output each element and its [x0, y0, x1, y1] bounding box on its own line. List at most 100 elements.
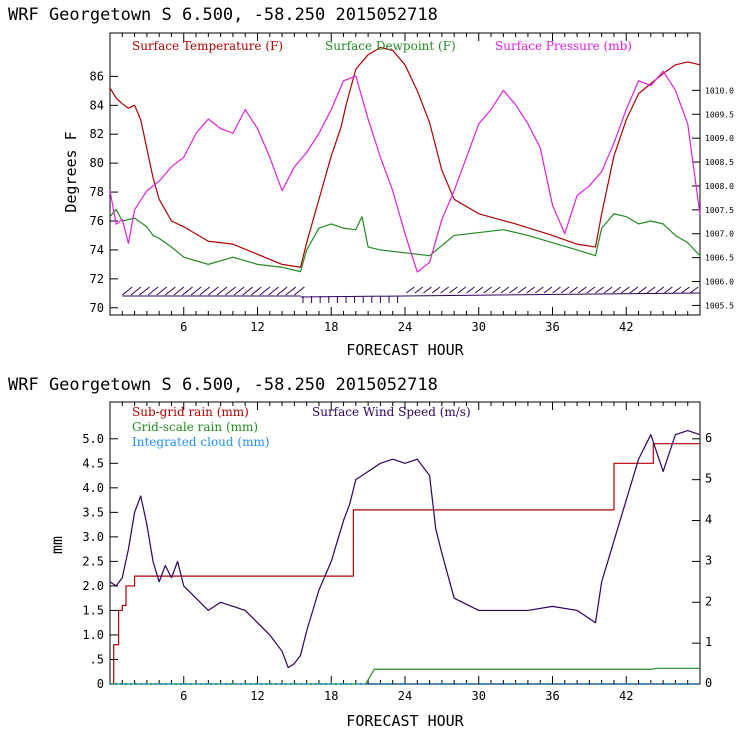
legend-grid-scale-rain: Grid-scale rain (mm) — [132, 420, 258, 434]
x-tick-label: 6 — [180, 689, 187, 703]
wind-barb — [655, 286, 665, 294]
wind-barb — [457, 286, 467, 294]
y2-tick-label: 6 — [705, 431, 712, 445]
y-tick-label: 2.0 — [82, 579, 104, 593]
panel2-y-axis-label: mm — [48, 536, 66, 554]
wind-barb — [595, 286, 604, 294]
panel1-title: WRF Georgetown S 6.500, -58.250 20150527… — [8, 5, 438, 25]
wind-barb — [509, 286, 518, 294]
y2-tick-label: 4 — [705, 513, 712, 527]
y-tick-label: 3.5 — [82, 505, 104, 519]
y-tick-label: 76 — [90, 214, 104, 228]
series-line-grid-scale-rain-mm — [110, 667, 700, 685]
x-tick-label: 42 — [619, 320, 633, 334]
wind-barb — [414, 286, 424, 294]
panel2-series — [109, 430, 701, 685]
wind-barb — [621, 286, 630, 294]
x-tick-label: 24 — [398, 320, 412, 334]
wind-barb — [552, 286, 561, 294]
y2-tick-label: 5 — [705, 472, 712, 486]
panel2-x-axis-label: FORECAST HOUR — [346, 712, 464, 730]
wind-barb — [139, 286, 150, 296]
temperature-panel: WRF Georgetown S 6.500, -58.250 20150527… — [8, 5, 734, 359]
y-tick-label: 72 — [90, 272, 104, 286]
wind-barb — [423, 286, 432, 294]
wind-barb — [173, 286, 185, 296]
y-tick-label: 70 — [90, 301, 104, 315]
wind-barb — [431, 286, 441, 294]
wind-barb — [121, 286, 133, 296]
panel1-series — [109, 46, 701, 273]
wind-barb — [629, 286, 639, 294]
y2-tick-label: 3 — [705, 553, 712, 567]
y-tick-label: 3.0 — [82, 530, 104, 544]
series-line-surface-pressure-mb — [109, 70, 701, 273]
wind-barb — [156, 286, 168, 296]
wind-barb — [483, 286, 492, 294]
y2-tick-label: 2 — [705, 594, 712, 608]
wind-barbs — [121, 286, 701, 303]
y-tick-label: 2.5 — [82, 554, 104, 568]
panel1-y-axis-label: Degrees F — [62, 131, 80, 212]
x-tick-label: 30 — [472, 689, 486, 703]
wind-barb — [242, 286, 254, 296]
panel1-x-tick-labels: 6 12 18 24 30 36 42 — [180, 320, 633, 334]
wind-barb — [578, 286, 587, 294]
y-tick-label: 74 — [90, 243, 104, 257]
wind-barb — [268, 286, 279, 296]
x-tick-label: 30 — [472, 320, 486, 334]
y2-tick-label: 1008.0 — [705, 182, 734, 191]
wind-barb — [612, 286, 622, 294]
y2-tick-label: 1 — [705, 635, 712, 649]
wind-barb — [440, 286, 449, 294]
y2-tick-label: 1009.5 — [705, 110, 734, 119]
wind-barb — [491, 286, 501, 294]
series-line-surface-temperature-f — [109, 46, 701, 268]
y2-tick-label: 1006.5 — [705, 254, 734, 263]
wind-barb — [285, 286, 297, 296]
x-tick-label: 36 — [545, 689, 559, 703]
y-tick-label: 5.0 — [82, 432, 104, 446]
wind-barb — [276, 286, 288, 296]
panel1-y-tick-labels: 70 72 74 76 78 80 82 84 86 — [90, 69, 104, 314]
y2-tick-label: 1010.0 — [705, 86, 734, 95]
wind-barb — [251, 286, 262, 296]
wind-barb — [448, 286, 458, 294]
panel1-y2-tick-labels: 1005.5 1006.0 1006.5 1007.0 1007.5 1008.0 1008… — [705, 86, 734, 310]
wind-barb — [543, 286, 553, 294]
wind-barb — [233, 286, 245, 296]
legend-integrated-cloud: Integrated cloud (mm) — [132, 435, 270, 449]
legend-subgrid-rain: Sub-grid rain (mm) — [132, 405, 249, 419]
y2-tick-label: 1005.5 — [705, 301, 734, 310]
x-tick-label: 18 — [324, 320, 338, 334]
y-tick-label: 0 — [97, 677, 104, 691]
wind-barb — [689, 286, 699, 294]
legend-surface-wind-speed: Surface Wind Speed (m/s) — [312, 405, 471, 419]
wind-barb — [165, 286, 176, 296]
wind-barb — [517, 286, 527, 294]
series-line-sub-grid-rain-mm — [110, 443, 700, 685]
y2-tick-label: 1007.5 — [705, 206, 734, 215]
y2-tick-label: 1007.0 — [705, 230, 734, 239]
wind-barb — [500, 286, 510, 294]
wind-barb — [208, 286, 219, 296]
panel2-title: WRF Georgetown S 6.500, -58.250 20150527… — [8, 375, 438, 395]
wind-barb — [216, 286, 228, 296]
wind-barb — [466, 286, 475, 294]
y-tick-label: .5 — [90, 652, 104, 666]
wind-barb — [259, 286, 271, 296]
wind-barb — [646, 286, 656, 294]
wind-barb — [638, 286, 647, 294]
x-tick-label: 12 — [250, 689, 264, 703]
wind-barb — [569, 286, 579, 294]
wind-barb — [130, 286, 142, 296]
wind-barb — [294, 286, 305, 296]
wind-barb — [672, 286, 682, 294]
wind-barb — [681, 286, 690, 294]
y2-tick-label: 1006.0 — [705, 278, 734, 287]
series-line-surface-dewpoint-f — [109, 208, 701, 273]
wind-barb — [190, 286, 202, 296]
x-tick-label: 24 — [398, 689, 412, 703]
panel2-y2-tick-labels: 0 1 2 3 4 5 6 — [705, 431, 712, 690]
y-tick-label: 78 — [90, 185, 104, 199]
